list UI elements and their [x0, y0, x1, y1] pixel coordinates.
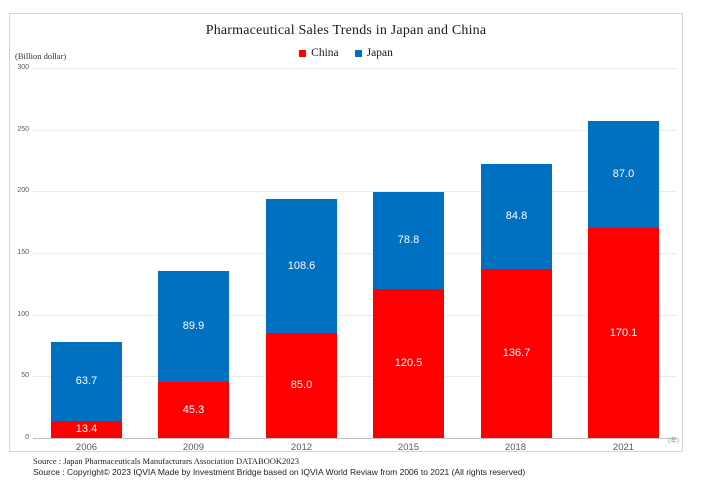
source-notes: Source : Japan Pharmaceuticals Manufactu… [33, 456, 525, 478]
bar-segment-china-2006 [51, 421, 122, 438]
japan-legend-swatch-icon [354, 50, 362, 57]
legend-item-china: China [299, 47, 339, 59]
bar-segment-japan-2012 [266, 199, 337, 333]
bar-value-label-japan-2015: 78.8 [397, 234, 420, 246]
y-tick-label-100: 100 [17, 311, 29, 318]
bar-segment-japan-2015 [373, 192, 444, 289]
bar-value-label-china-2015: 120.5 [394, 357, 423, 369]
x-tick-label-2009: 2009 [182, 442, 205, 453]
bar-value-label-japan-2018: 84.8 [505, 210, 528, 222]
gridline-50 [33, 376, 677, 377]
x-tick-label-2015: 2015 [397, 442, 420, 453]
y-axis-unit-label: (Billion dollar) [15, 51, 67, 61]
chart-container: Pharmaceutical Sales Trends in Japan and… [9, 13, 683, 453]
x-tick-label-2006: 2006 [75, 442, 98, 453]
bar-value-label-japan-2006: 63.7 [75, 375, 98, 387]
x-tick-label-2018: 2018 [504, 442, 527, 453]
gridline-250 [33, 130, 677, 131]
source-line-2: Source : Copyright© 2023 IQVIA Made by I… [33, 467, 526, 477]
gridline-100 [33, 315, 677, 316]
legend: China Japan [10, 47, 682, 59]
legend-item-japan: Japan [354, 47, 393, 59]
y-tick-label-150: 150 [17, 249, 29, 256]
bar-segment-japan-2009 [158, 271, 229, 382]
legend-label-china: China [311, 47, 339, 59]
legend-label-japan: Japan [366, 47, 393, 59]
y-tick-label-200: 200 [17, 187, 29, 194]
bar-segment-japan-2018 [481, 164, 552, 269]
bar-segment-china-2015 [373, 289, 444, 438]
x-tick-label-2021: 2021 [612, 442, 635, 453]
bar-value-label-japan-2012: 108.6 [287, 260, 316, 272]
gridline-200 [33, 191, 677, 192]
y-tick-label-300: 300 [17, 64, 29, 71]
bar-value-label-china-2012: 85.0 [290, 379, 313, 391]
source-line-1: Source : Japan Pharmaceuticals Manufactu… [33, 456, 300, 466]
bar-value-label-japan-2009: 89.9 [182, 320, 205, 332]
china-legend-swatch-icon [299, 50, 307, 57]
chart-title: Pharmaceutical Sales Trends in Japan and… [205, 23, 487, 38]
bar-segment-china-2021 [588, 228, 659, 438]
bar-value-label-japan-2021: 87.0 [612, 168, 635, 180]
gridline-300 [33, 68, 677, 69]
y-tick-label-250: 250 [17, 126, 29, 133]
gridline-0 [33, 438, 677, 439]
y-tick-label-0: 0 [25, 434, 29, 441]
bar-segment-china-2009 [158, 382, 229, 438]
x-axis-unit-label: (年) [668, 437, 679, 444]
bar-value-label-china-2006: 13.4 [75, 423, 98, 435]
bar-value-label-china-2021: 170.1 [609, 327, 638, 339]
bar-segment-japan-2021 [588, 121, 659, 228]
bar-segment-japan-2006 [51, 342, 122, 421]
x-tick-label-2012: 2012 [290, 442, 313, 453]
bar-value-label-china-2018: 136.7 [502, 347, 531, 359]
bar-segment-china-2018 [481, 269, 552, 438]
gridline-150 [33, 253, 677, 254]
y-tick-label-50: 50 [21, 372, 29, 379]
bar-segment-china-2012 [266, 333, 337, 438]
bar-value-label-china-2009: 45.3 [182, 404, 205, 416]
